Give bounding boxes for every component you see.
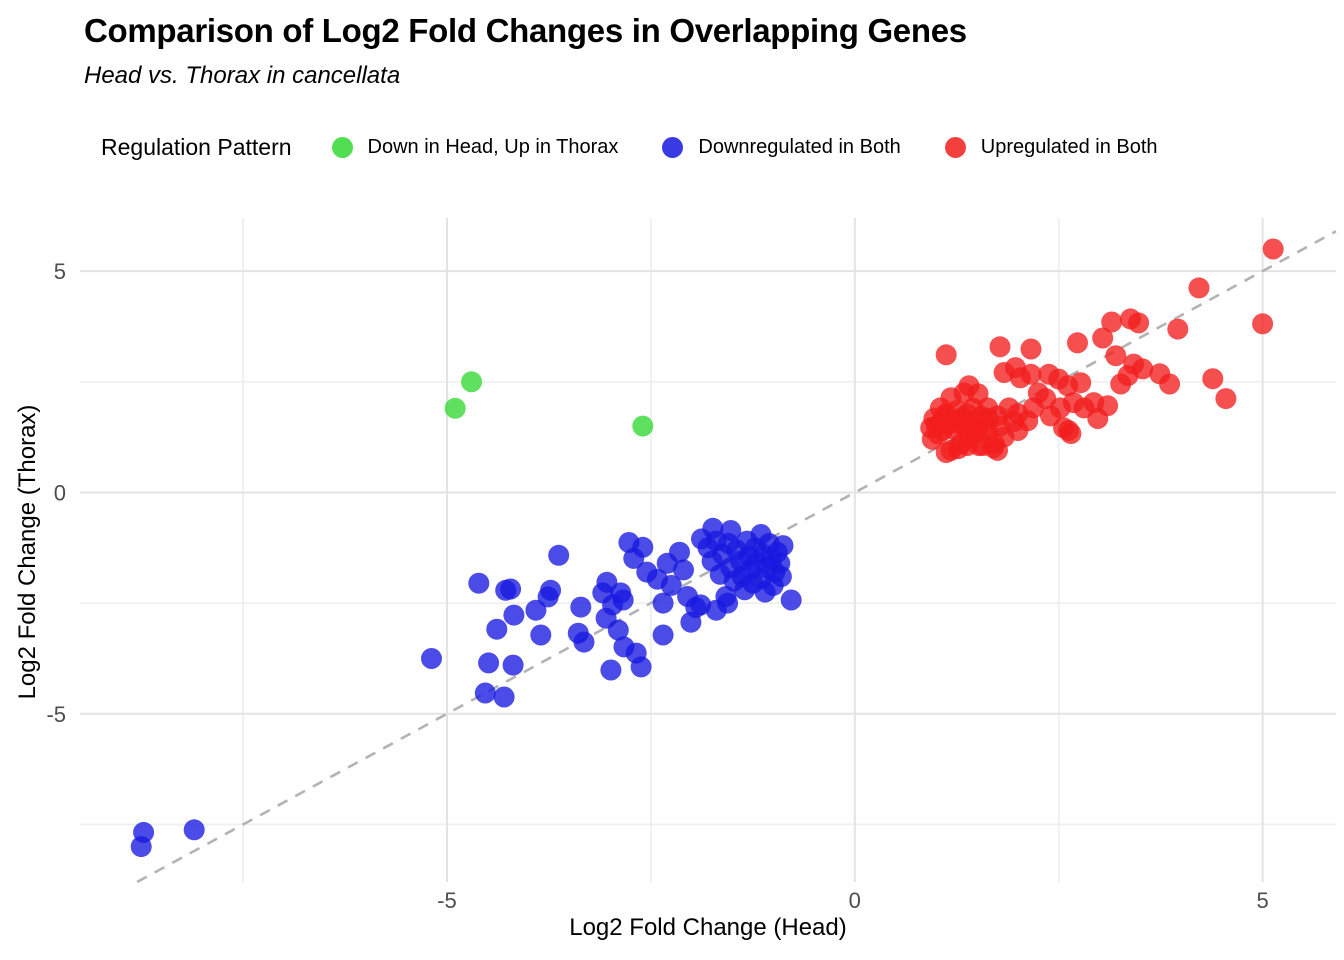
data-point-series-1 bbox=[503, 604, 525, 626]
x-axis-title: Log2 Fold Change (Head) bbox=[569, 914, 847, 941]
data-point-series-2 bbox=[935, 344, 957, 366]
data-point-series-2 bbox=[1159, 373, 1181, 395]
data-point-series-2 bbox=[1105, 345, 1127, 367]
data-point-series-1 bbox=[630, 656, 652, 678]
legend-item-label: Upregulated in Both bbox=[980, 136, 1158, 158]
data-point-series-1 bbox=[548, 544, 570, 566]
data-point-series-2 bbox=[1092, 327, 1114, 349]
x-tick-label: 5 bbox=[1256, 888, 1268, 913]
data-point-series-1 bbox=[474, 682, 496, 704]
data-point-series-2 bbox=[1252, 313, 1274, 335]
x-tick-label: 0 bbox=[849, 888, 861, 913]
data-point-series-2 bbox=[1202, 368, 1224, 390]
legend-item-0: Down in Head, Up in Thorax bbox=[331, 136, 619, 159]
data-point-series-1 bbox=[486, 618, 508, 640]
legend: Regulation Pattern Down in Head, Up in T… bbox=[101, 134, 1202, 161]
data-point-series-0 bbox=[461, 371, 482, 393]
x-tick-label: -5 bbox=[437, 888, 457, 913]
data-point-series-1 bbox=[493, 686, 515, 708]
data-point-series-1 bbox=[607, 619, 629, 641]
legend-item-label: Down in Head, Up in Thorax bbox=[367, 136, 619, 158]
data-point-series-2 bbox=[1262, 238, 1284, 260]
data-point-series-1 bbox=[133, 821, 155, 843]
data-point-series-2 bbox=[1097, 395, 1119, 417]
data-point-series-1 bbox=[421, 648, 442, 669]
data-point-series-2 bbox=[1067, 332, 1088, 354]
data-point-series-1 bbox=[478, 652, 500, 674]
data-point-series-2 bbox=[1167, 318, 1189, 340]
data-point-series-2 bbox=[1188, 277, 1210, 299]
data-point-series-2 bbox=[1132, 358, 1154, 380]
legend-title: Regulation Pattern bbox=[101, 134, 292, 160]
legend-items: Down in Head, Up in Thorax Downregulated … bbox=[331, 136, 1202, 159]
data-point-series-1 bbox=[652, 624, 674, 646]
data-point-series-1 bbox=[772, 535, 794, 557]
data-point-series-2 bbox=[1215, 388, 1237, 410]
data-point-series-0 bbox=[444, 397, 466, 419]
data-point-series-1 bbox=[570, 596, 592, 618]
data-point-series-1 bbox=[183, 819, 205, 841]
data-point-series-1 bbox=[600, 659, 622, 681]
data-point-series-2 bbox=[1060, 423, 1082, 445]
y-tick-label: 0 bbox=[54, 480, 66, 505]
data-point-series-1 bbox=[468, 572, 490, 594]
data-point-series-2 bbox=[989, 336, 1011, 358]
data-point-series-2 bbox=[1070, 372, 1092, 394]
data-point-series-1 bbox=[502, 654, 524, 676]
data-point-series-0 bbox=[632, 415, 654, 437]
data-point-series-1 bbox=[770, 566, 792, 588]
legend-dot-icon bbox=[331, 137, 353, 158]
y-axis-title: Log2 Fold Change (Thorax) bbox=[14, 404, 41, 700]
data-point-series-1 bbox=[612, 589, 634, 611]
data-point-series-2 bbox=[1128, 312, 1150, 334]
data-point-series-1 bbox=[780, 589, 802, 611]
data-point-series-1 bbox=[673, 559, 694, 581]
data-point-series-1 bbox=[717, 592, 739, 614]
data-point-series-1 bbox=[530, 624, 552, 646]
y-tick-label: 5 bbox=[54, 259, 66, 284]
data-point-series-1 bbox=[500, 578, 522, 600]
data-point-series-1 bbox=[540, 579, 562, 601]
y-tick-label: -5 bbox=[46, 702, 66, 727]
data-point-series-1 bbox=[720, 520, 742, 541]
legend-item-1: Downregulated in Both bbox=[662, 136, 901, 159]
data-point-series-2 bbox=[1101, 311, 1123, 333]
data-point-series-1 bbox=[669, 541, 690, 563]
legend-item-2: Upregulated in Both bbox=[944, 136, 1158, 159]
data-point-series-2 bbox=[1020, 363, 1042, 385]
data-point-series-1 bbox=[652, 592, 674, 614]
data-point-series-1 bbox=[632, 536, 654, 558]
data-point-series-1 bbox=[660, 574, 682, 596]
chart-subtitle: Head vs. Thorax in cancellata bbox=[84, 62, 401, 89]
chart-title: Comparison of Log2 Fold Changes in Overl… bbox=[84, 12, 967, 49]
legend-dot-icon bbox=[662, 137, 684, 158]
data-point-series-1 bbox=[573, 631, 595, 653]
legend-dot-icon bbox=[944, 137, 966, 158]
data-point-series-2 bbox=[1020, 338, 1042, 360]
legend-item-label: Downregulated in Both bbox=[698, 136, 901, 158]
data-point-series-1 bbox=[525, 599, 547, 621]
